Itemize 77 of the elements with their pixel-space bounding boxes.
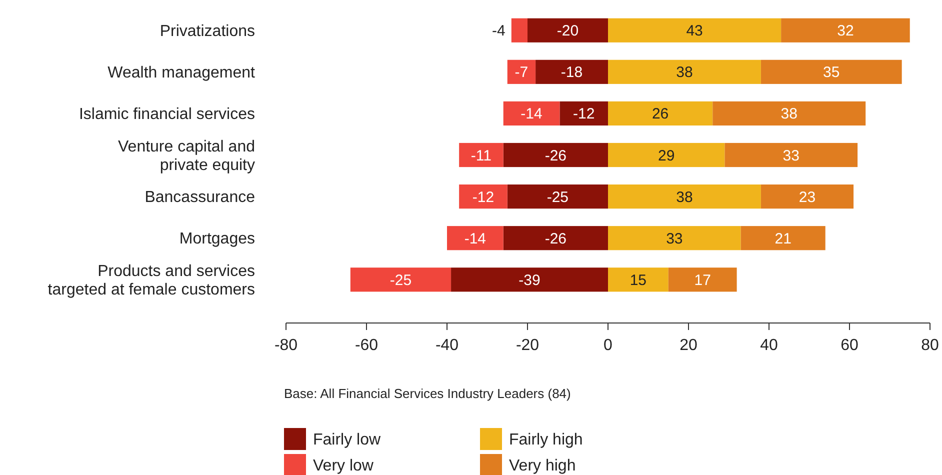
y-tick-label: Wealth management: [108, 64, 256, 82]
legend-label: Fairly high: [509, 432, 583, 449]
bar: [760, 60, 902, 84]
x-tick-label: -40: [435, 337, 459, 354]
x-tick-label: 20: [680, 337, 698, 354]
x-tick-label: 80: [921, 337, 939, 354]
bar: [608, 184, 761, 209]
data-label: 38: [780, 106, 798, 123]
data-label: 23: [798, 188, 816, 206]
x-tick-label: -80: [274, 337, 298, 354]
bar: [507, 60, 536, 84]
data-label: 15: [630, 272, 647, 289]
bar: [608, 268, 668, 292]
bar: [511, 18, 528, 42]
data-label: -39: [518, 272, 540, 289]
data-label: 17: [694, 272, 711, 289]
bar: [350, 268, 452, 292]
y-tick-label: Products and services targeted at female customers: [48, 263, 255, 299]
x-tick-label: 0: [604, 337, 613, 354]
data-label: -14: [520, 106, 542, 123]
data-label: -14: [464, 230, 486, 248]
bar: [608, 142, 725, 168]
bar: [740, 226, 826, 250]
x-tick-label: 60: [840, 337, 858, 354]
bar: [560, 101, 608, 126]
bar: [503, 142, 608, 168]
data-label: -26: [544, 147, 567, 164]
bar: [451, 268, 608, 292]
bar: [668, 268, 737, 292]
legend-label: Very high: [509, 458, 576, 475]
data-label: 35: [823, 64, 840, 82]
data-label: -12: [472, 188, 494, 206]
text: Base: All Financial Services Industry Leaders (84): [284, 386, 571, 401]
bar: [608, 101, 713, 126]
x-tick-label: -60: [354, 337, 378, 354]
bar: [608, 226, 741, 250]
data-label: -11: [470, 147, 492, 164]
bar: [536, 60, 608, 84]
bar: [459, 142, 504, 168]
data-label: -4: [492, 22, 506, 40]
data-label: 26: [652, 106, 669, 123]
data-label: 33: [666, 230, 683, 248]
y-tick-label: Privatizations: [160, 22, 255, 40]
legend-label: Fairly low: [313, 432, 382, 449]
x-tick-label: 40: [760, 337, 778, 354]
y-tick-label: Venture capital and private equity: [118, 138, 255, 174]
data-label: -18: [560, 64, 583, 82]
data-label: 33: [782, 147, 800, 164]
bar: [528, 18, 608, 42]
bar: [724, 142, 858, 168]
y-tick-label: Bancassurance: [144, 189, 256, 206]
data-label: -25: [546, 188, 569, 206]
data-label: 21: [774, 230, 792, 248]
bar: [712, 101, 866, 126]
data-label: 29: [658, 147, 675, 164]
bar: [608, 60, 761, 84]
data-label: -12: [573, 106, 595, 123]
data-label: 38: [676, 64, 693, 82]
bar: [781, 18, 910, 42]
bar: [507, 184, 608, 209]
y-tick-label: Islamic financial services: [78, 106, 255, 124]
data-label: 38: [676, 188, 693, 206]
bar: [608, 18, 782, 42]
data-label: -25: [390, 272, 412, 289]
data-label: 32: [837, 22, 854, 40]
bar: [503, 226, 608, 250]
bar: [760, 184, 854, 209]
bar: [447, 226, 504, 250]
data-label: -26: [544, 230, 567, 248]
x-tick-label: -20: [516, 337, 540, 354]
y-tick-label: Mortgages: [179, 230, 255, 248]
data-label: -7: [514, 64, 528, 82]
data-label: 43: [686, 22, 703, 40]
bar: [459, 184, 508, 209]
data-label: -20: [556, 22, 579, 40]
legend-label: Very low: [313, 458, 374, 475]
bar: [503, 101, 560, 126]
